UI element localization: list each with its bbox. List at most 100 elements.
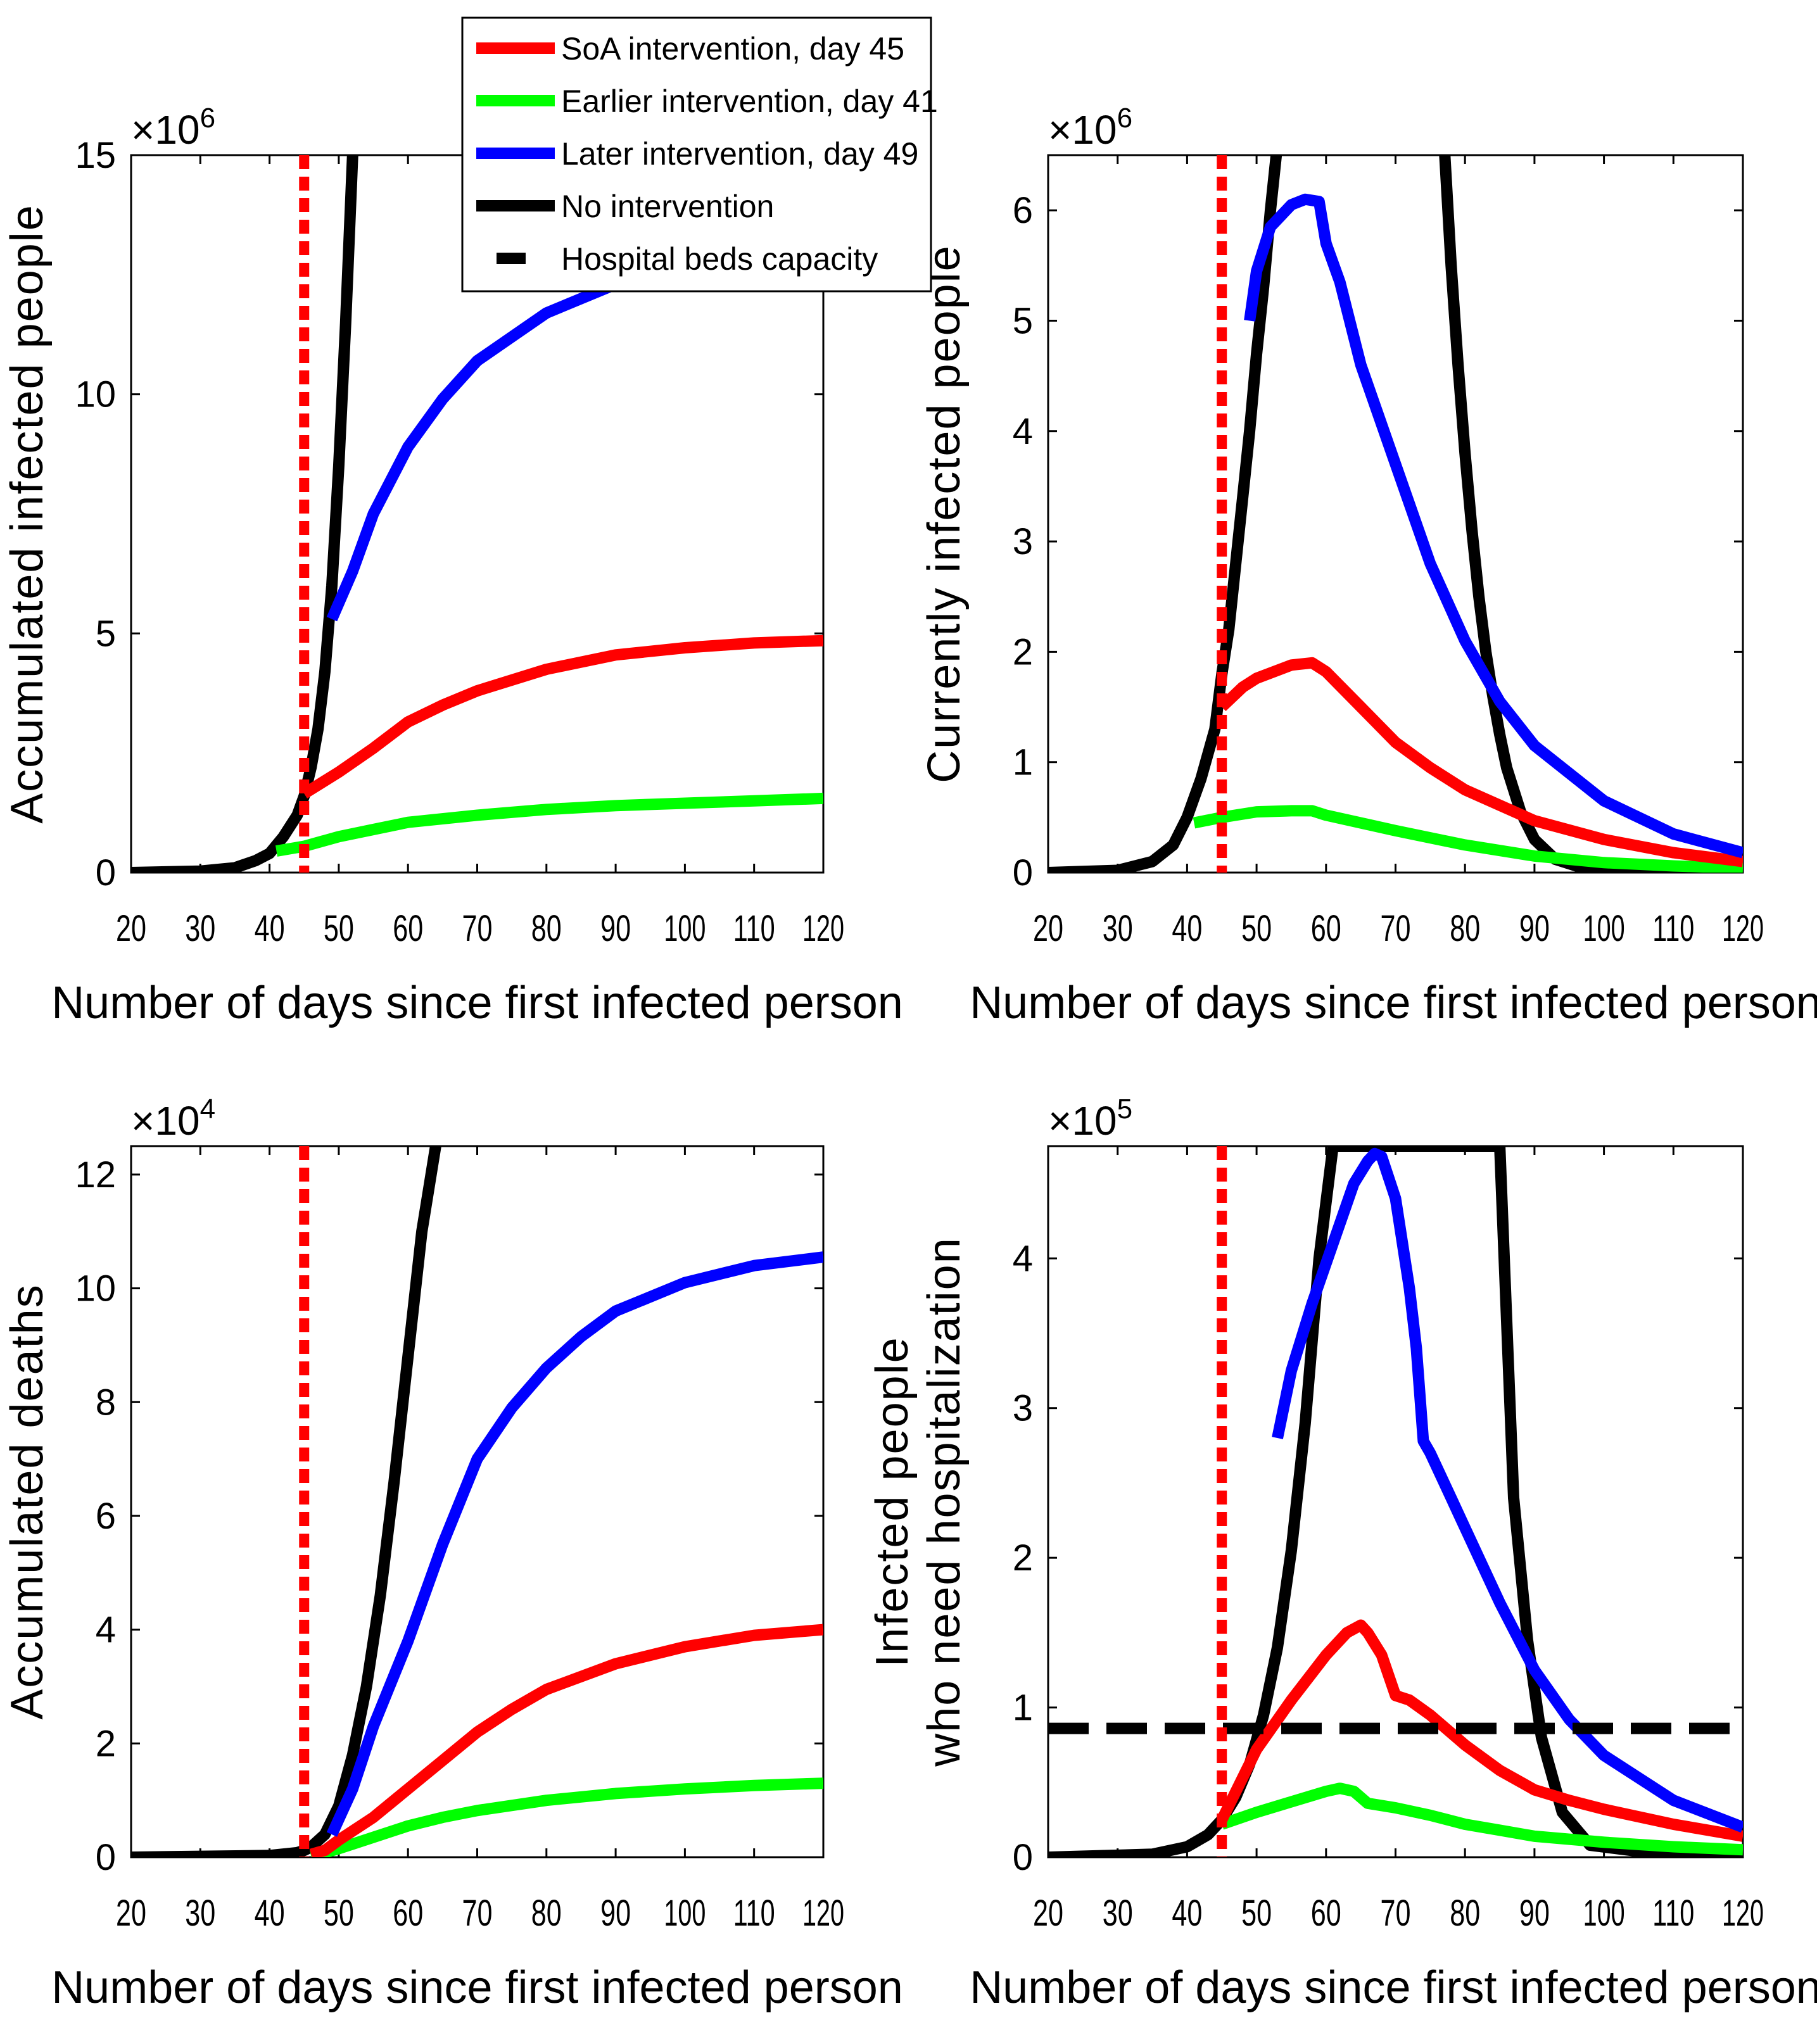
accumulated-deaths-ytick-label: 8 <box>96 1382 116 1423</box>
accumulated-deaths-xtick-label: 40 <box>255 1893 285 1934</box>
accumulated-infected-series-soa-intervention-day-45 <box>301 634 823 799</box>
currently-infected-ytick-label: 1 <box>1013 742 1033 783</box>
accumulated-deaths-xtick-label: 110 <box>733 1893 775 1934</box>
accumulated-deaths-ylabel: Accumulated deaths <box>2 1284 53 1719</box>
panel-accumulated-infected: 20 30 40 50 60 70 80 90 100 110 120 0 5 10 15 ×106 Numbe… <box>2 103 903 1028</box>
legend-label-no-intervention: No intervention <box>561 189 774 224</box>
need-hospitalization-ytick-label: 1 <box>1013 1688 1033 1729</box>
need-hospitalization-xtick-label: 90 <box>1519 1893 1550 1934</box>
currently-infected-xtick-label: 90 <box>1519 908 1550 949</box>
currently-infected-xtick-label: 50 <box>1241 908 1272 949</box>
currently-infected-xtick-label: 70 <box>1381 908 1411 949</box>
accumulated-deaths-series-soa-intervention-day-45 <box>309 1624 823 1857</box>
accumulated-deaths-series-later-intervention-day-49 <box>326 1251 823 1837</box>
currently-infected-xtick-label: 40 <box>1172 908 1202 949</box>
need-hospitalization-ylabel: who need hospitalization <box>919 1237 970 1767</box>
currently-infected-multiplier: ×106 <box>1048 103 1132 153</box>
need-hospitalization-xtick-label: 120 <box>1722 1893 1764 1934</box>
accumulated-infected-series-earlier-intervention-day-41 <box>275 792 823 857</box>
accumulated-deaths-xtick-label: 50 <box>324 1893 354 1934</box>
need-hospitalization-ytick-label: 3 <box>1013 1388 1033 1429</box>
currently-infected-xtick-label: 80 <box>1450 908 1480 949</box>
currently-infected-ytick-label: 4 <box>1013 411 1033 452</box>
accumulated-infected-xtick-label: 100 <box>664 908 706 949</box>
legend-label-later-intervention-day-49: Later intervention, day 49 <box>561 136 918 172</box>
accumulated-deaths-ytick-label: 4 <box>96 1610 116 1651</box>
accumulated-infected-xlabel: Number of days since first infected pers… <box>51 978 903 1028</box>
accumulated-infected-xtick-label: 30 <box>185 908 215 949</box>
accumulated-infected-xtick-label: 60 <box>393 908 423 949</box>
accumulated-deaths-xtick-label: 70 <box>462 1893 493 1934</box>
accumulated-deaths-xtick-label: 20 <box>116 1893 146 1934</box>
accumulated-infected-plot-area <box>131 155 823 873</box>
need-hospitalization-series-earlier-intervention-day-41 <box>1220 1782 1743 1856</box>
legend-label-soa-intervention-day-45: SoA intervention, day 45 <box>561 31 904 66</box>
accumulated-deaths-multiplier: ×104 <box>131 1094 215 1144</box>
need-hospitalization-xtick-label: 70 <box>1381 1893 1411 1934</box>
accumulated-infected-series-later-intervention-day-49 <box>326 272 638 622</box>
accumulated-deaths-xtick-label: 30 <box>185 1893 215 1934</box>
accumulated-deaths-ytick-label: 2 <box>96 1723 116 1764</box>
need-hospitalization-xtick-label: 20 <box>1033 1893 1063 1934</box>
accumulated-deaths-ytick-label: 10 <box>75 1268 116 1309</box>
need-hospitalization-xtick-label: 60 <box>1311 1893 1341 1934</box>
accumulated-deaths-series-earlier-intervention-day-41 <box>310 1777 823 1857</box>
currently-infected-ytick-label: 3 <box>1013 521 1033 562</box>
accumulated-infected-xtick-label: 90 <box>600 908 631 949</box>
need-hospitalization-xtick-label: 50 <box>1241 1893 1272 1934</box>
accumulated-infected-xtick-label: 120 <box>802 908 844 949</box>
accumulated-deaths-ytick-label: 0 <box>96 1837 116 1878</box>
currently-infected-xlabel: Number of days since first infected pers… <box>970 978 1817 1028</box>
accumulated-deaths-series-no-intervention <box>131 1146 441 1857</box>
accumulated-infected-multiplier: ×106 <box>131 103 215 153</box>
legend-label-hospital-beds-capacity: Hospital beds capacity <box>561 241 878 277</box>
accumulated-deaths-ytick-label: 6 <box>96 1496 116 1537</box>
need-hospitalization-ytick-label: 0 <box>1013 1837 1033 1878</box>
accumulated-deaths-xtick-label: 80 <box>531 1893 562 1934</box>
accumulated-infected-ytick-label: 0 <box>96 852 116 893</box>
need-hospitalization-xlabel: Number of days since first infected pers… <box>970 1962 1817 2013</box>
accumulated-deaths-xtick-label: 90 <box>600 1893 631 1934</box>
need-hospitalization-axes-box <box>1047 1145 1744 1858</box>
accumulated-infected-xtick-label: 80 <box>531 908 562 949</box>
need-hospitalization-ytick-label: 4 <box>1013 1238 1033 1279</box>
need-hospitalization-plot-area <box>1048 1146 1743 1857</box>
currently-infected-ytick-label: 0 <box>1013 852 1033 893</box>
need-hospitalization-ytick-label: 2 <box>1013 1537 1033 1579</box>
accumulated-deaths-xtick-label: 120 <box>802 1893 844 1934</box>
accumulated-infected-ytick-label: 15 <box>75 135 116 176</box>
currently-infected-xtick-label: 120 <box>1722 908 1764 949</box>
accumulated-infected-series-no-intervention <box>131 155 358 873</box>
need-hospitalization-series-later-intervention-day-49 <box>1272 1147 1743 1833</box>
need-hospitalization-xtick-label: 110 <box>1652 1893 1694 1934</box>
accumulated-deaths-xtick-label: 100 <box>664 1893 706 1934</box>
legend-label-earlier-intervention-day-41: Earlier intervention, day 41 <box>561 84 938 119</box>
accumulated-deaths-axes-box <box>130 1145 825 1858</box>
currently-infected-xtick-label: 60 <box>1311 908 1341 949</box>
accumulated-infected-xtick-label: 40 <box>255 908 285 949</box>
panel-need-hospitalization: 20 30 40 50 60 70 80 90 100 110 120 0 1 2 3 4 ×105 Number… <box>867 1094 1817 2013</box>
accumulated-deaths-ytick-label: 12 <box>75 1154 116 1195</box>
legend: SoA intervention, day 45 Earlier interven… <box>461 16 938 293</box>
currently-infected-series-later-intervention-day-49 <box>1244 193 1743 859</box>
currently-infected-ytick-label: 2 <box>1013 631 1033 672</box>
accumulated-infected-ylabel: Accumulated infected people <box>2 204 53 824</box>
currently-infected-xtick-label: 110 <box>1652 908 1694 949</box>
need-hospitalization-xtick-label: 30 <box>1103 1893 1133 1934</box>
need-hospitalization-xtick-label: 40 <box>1172 1893 1202 1934</box>
panel-accumulated-deaths: 20 30 40 50 60 70 80 90 100 110 120 0 2 4 6 8 10 12 ×104 Nu… <box>2 1094 903 2013</box>
accumulated-deaths-xlabel: Number of days since first infected pers… <box>51 1962 903 2013</box>
accumulated-infected-xtick-label: 20 <box>116 908 146 949</box>
currently-infected-xtick-label: 30 <box>1103 908 1133 949</box>
need-hospitalization-ylabel: Infected people <box>867 1336 918 1667</box>
accumulated-infected-ytick-label: 5 <box>96 613 116 654</box>
need-hospitalization-series-no-intervention <box>1048 1146 1743 1857</box>
need-hospitalization-xtick-label: 100 <box>1583 1893 1625 1934</box>
currently-infected-ylabel: Currently infected people <box>919 244 970 783</box>
need-hospitalization-series-soa-intervention-day-45 <box>1217 1619 1743 1842</box>
currently-infected-plot-area <box>1048 155 1743 873</box>
currently-infected-series-no-intervention <box>1048 155 1743 873</box>
currently-infected-ytick-label: 6 <box>1013 190 1033 231</box>
accumulated-infected-xtick-label: 110 <box>733 908 775 949</box>
